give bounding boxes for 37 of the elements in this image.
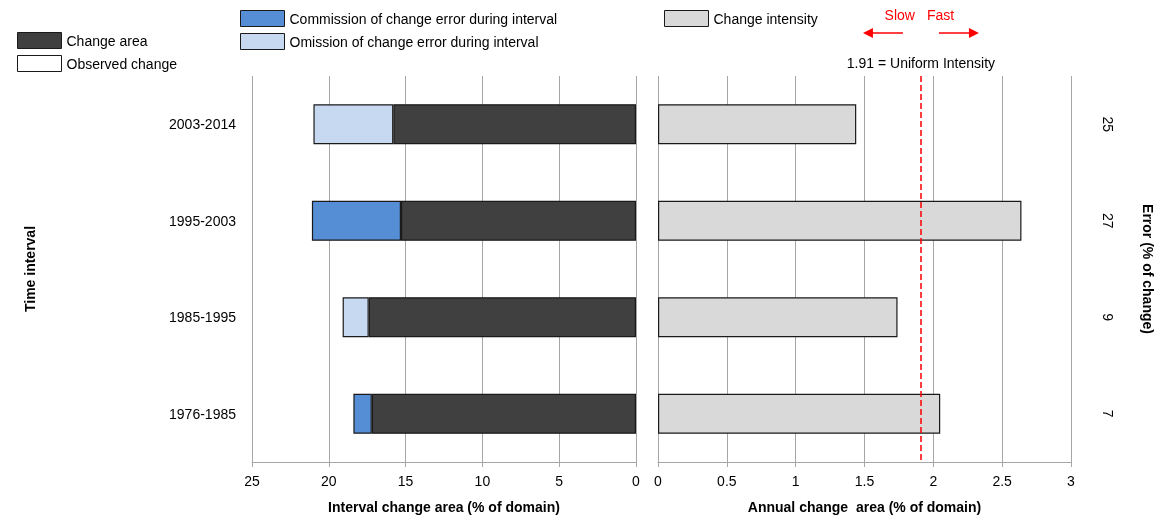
x-tick-label: 2.5	[992, 473, 1013, 489]
x-tick-label: 25	[244, 473, 260, 489]
x-tick-label: 20	[321, 473, 337, 489]
y-tick-label: 1976-1985	[169, 405, 237, 422]
x-tick-label: 0	[654, 473, 663, 489]
bar	[658, 393, 941, 434]
category-label: 27	[1100, 212, 1116, 229]
x-tick-label: 3	[1067, 473, 1076, 489]
x-tick-label: 0	[632, 473, 641, 489]
text: Slow	[884, 7, 916, 23]
text: Fast	[926, 7, 955, 23]
legend-label: Change intensity	[713, 10, 818, 27]
y-axis-title: Time interval	[22, 225, 38, 313]
x-tick-label: 1.5	[854, 473, 875, 489]
ref-line-label: 1.91 = Uniform Intensity	[846, 55, 996, 71]
category-label: 25	[1100, 116, 1116, 133]
x-tick-label: 10	[474, 473, 491, 489]
x-tick-label: 5	[555, 473, 564, 489]
legend-label: Commission of change error during interval	[289, 10, 558, 27]
bar	[658, 200, 1022, 241]
x-tick-label: 0.5	[717, 473, 737, 489]
legend-label: Omission of change error during interval	[289, 33, 539, 50]
category-label: 7	[1100, 409, 1116, 418]
bar	[658, 104, 857, 145]
x-axis-title: Annual change area (% of domain)	[747, 499, 982, 515]
bar	[658, 297, 898, 338]
legend-label: Observed change	[66, 55, 178, 72]
y-tick-label: 2003-2014	[169, 116, 237, 133]
category-label: 9	[1100, 313, 1116, 322]
x-tick-label: 15	[397, 473, 414, 489]
y-tick-label: 1995-2003	[169, 212, 237, 229]
y-tick-label: 1985-1995	[169, 309, 237, 326]
x-tick-label: 1	[791, 473, 800, 489]
legend-label: Change area	[66, 32, 148, 49]
y2-axis-title: Error (% of change)	[1140, 204, 1156, 334]
x-tick-label: 2	[929, 473, 938, 489]
x-axis-title: Interval change area (% of domain)	[328, 499, 560, 515]
